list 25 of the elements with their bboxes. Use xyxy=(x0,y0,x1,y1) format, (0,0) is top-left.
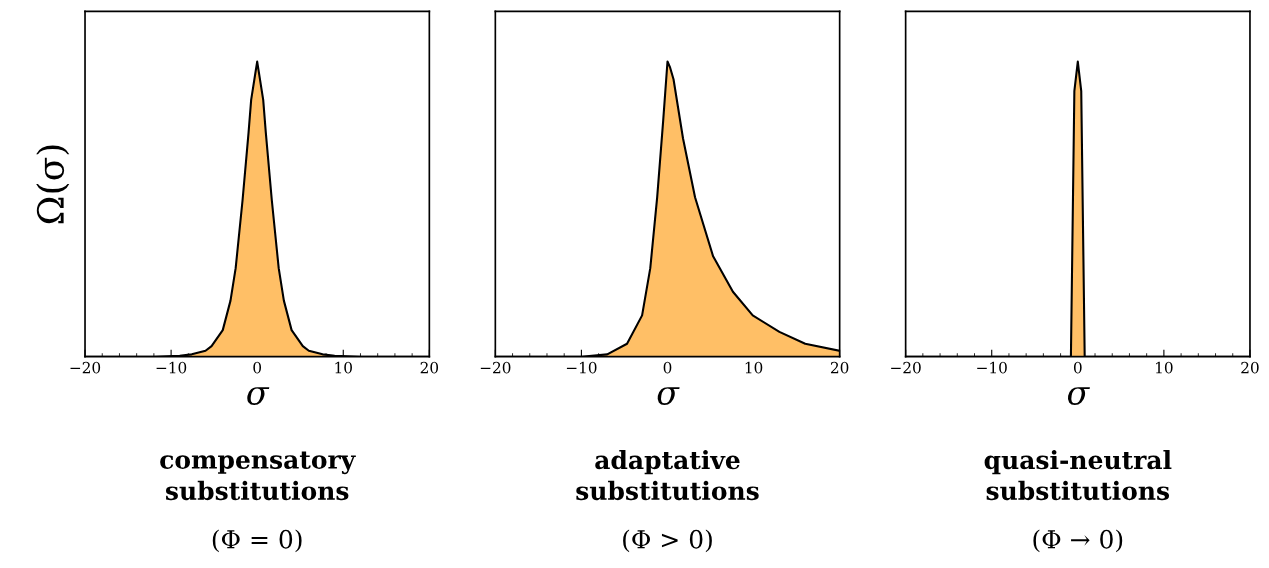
x-tick-label: −20 xyxy=(891,361,921,374)
text: adaptative substitutions xyxy=(576,449,759,501)
y-axis-title: Ω(σ) xyxy=(36,145,70,224)
x-tick-label: 10 xyxy=(335,361,352,374)
x-tick-label: 20 xyxy=(1241,361,1259,374)
x-tick-label: 0 xyxy=(663,361,672,374)
text: compensatory substitutions xyxy=(160,451,356,501)
text: (Φ > 0) xyxy=(623,529,712,553)
x-tick-label: −10 xyxy=(977,361,1007,374)
x-tick-label: 10 xyxy=(745,361,763,374)
x-axis-title: σ xyxy=(247,387,270,405)
x-tick-label: −20 xyxy=(70,361,101,374)
text: (Φ = 0) xyxy=(212,529,302,553)
x-tick-label: 20 xyxy=(830,361,849,374)
x-tick-label: 0 xyxy=(1073,361,1082,374)
text: quasi-neutral substitutions xyxy=(984,449,1172,501)
x-tick-label: −10 xyxy=(156,361,187,374)
x-tick-label: 0 xyxy=(253,361,262,374)
x-tick-label: −10 xyxy=(566,361,597,374)
x-axis-title: σ xyxy=(657,387,680,405)
x-tick-label: 10 xyxy=(1156,361,1173,374)
text: (Φ → 0) xyxy=(1033,529,1123,553)
x-axis-title: σ xyxy=(1067,387,1090,405)
x-tick-label: 20 xyxy=(420,361,439,374)
x-tick-label: −20 xyxy=(480,361,511,374)
